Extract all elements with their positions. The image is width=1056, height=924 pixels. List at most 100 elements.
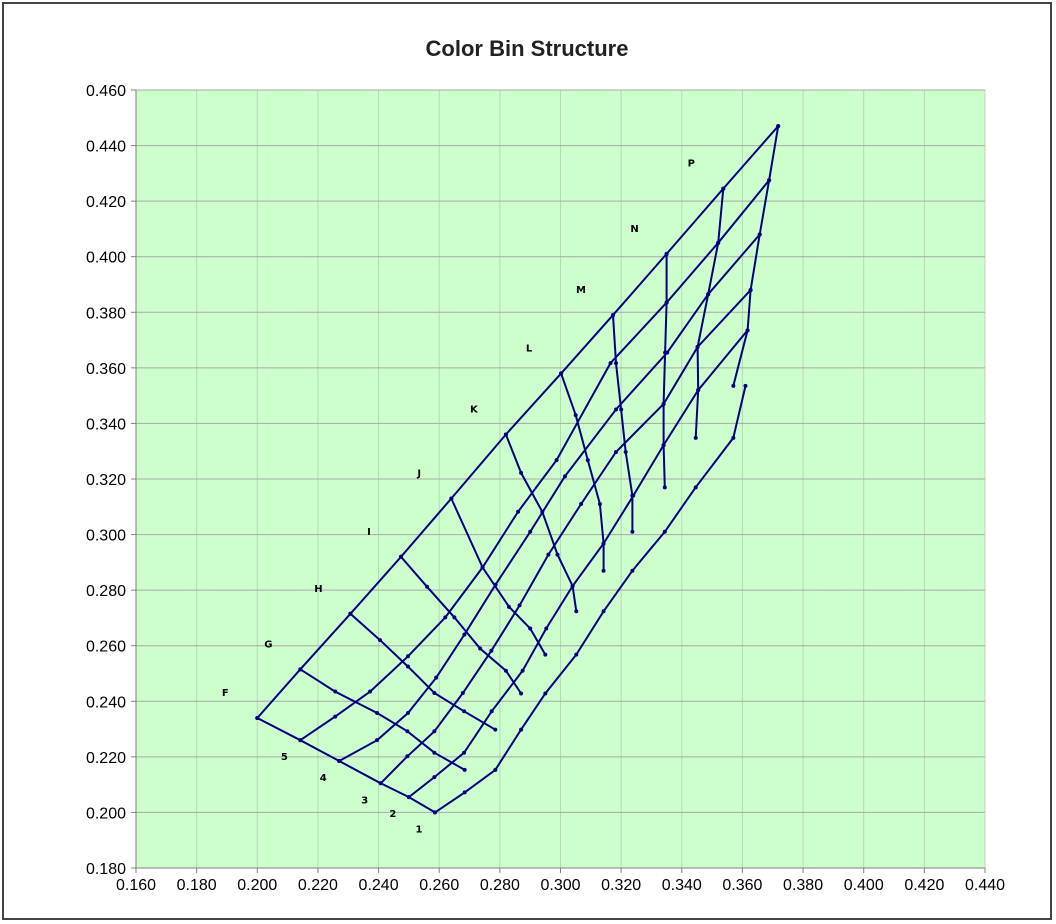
bin-vertex-point — [573, 413, 578, 418]
axes: 0.160 0.180 0.200 0.220 0.240 0.260 0.280 0.300… — [86, 83, 1005, 894]
bin-labels: F G H I J K L M N P 1 2 3 4 5 — [222, 159, 695, 836]
bin-vertex-point — [375, 710, 380, 715]
column-label-P: P — [688, 159, 695, 170]
bin-vertex-point — [378, 638, 383, 643]
bin-vertex-point — [601, 541, 606, 546]
bin-vertex-point — [610, 313, 615, 318]
bin-vertex-point — [664, 300, 669, 305]
chart-title: Color Bin Structure — [426, 36, 629, 61]
column-line-N — [662, 253, 668, 488]
bin-vertex-point — [462, 767, 467, 772]
y-tick-label: 0.300 — [86, 528, 126, 545]
bin-vertex-point — [503, 432, 508, 437]
bin-vertex-point — [337, 759, 342, 764]
bin-vertex-point — [519, 727, 524, 732]
bin-vertex-point — [663, 350, 668, 355]
y-tick-label: 0.400 — [86, 250, 126, 267]
bin-vertex-point — [664, 251, 669, 256]
bin-vertex-point — [520, 668, 525, 673]
x-tick-label: 0.160 — [116, 877, 156, 894]
bin-vertex-point — [432, 690, 437, 695]
bin-vertex-point — [425, 584, 430, 589]
bin-vertex-point — [298, 667, 303, 672]
bin-vertex-point — [462, 750, 467, 755]
bin-vertex-point — [630, 568, 635, 573]
bin-vertex-point — [462, 632, 467, 637]
column-line-P — [694, 188, 725, 438]
column-line-K — [504, 434, 578, 612]
bin-vertex-point — [480, 565, 485, 570]
bin-vertex-point — [706, 292, 711, 297]
bin-vertex-point — [662, 529, 667, 534]
row-label-5: 5 — [281, 752, 288, 763]
column-label-M: M — [576, 285, 586, 296]
row-label-4: 4 — [320, 773, 327, 784]
column-label-I: I — [367, 527, 371, 538]
bin-vertex-point — [543, 691, 548, 696]
column-label-G: G — [264, 639, 272, 650]
bin-vertex-point — [574, 652, 579, 657]
bin-vertex-point — [405, 729, 410, 734]
bin-vertex-point — [543, 652, 548, 657]
bin-vertex-point — [585, 458, 590, 463]
bin-vertex-point — [405, 654, 410, 659]
x-tick-label: 0.380 — [783, 877, 823, 894]
bin-vertex-point — [570, 583, 575, 588]
y-tick-label: 0.380 — [86, 305, 126, 322]
row-label-2: 2 — [389, 809, 396, 820]
bin-vertex-point — [348, 611, 353, 616]
x-tick-label: 0.200 — [237, 877, 277, 894]
bin-vertex-point — [661, 401, 666, 406]
bin-vertex-point — [743, 383, 748, 388]
bin-vertex-point — [554, 458, 559, 463]
bin-vertex-point — [630, 493, 635, 498]
bin-vertex-point — [555, 552, 560, 557]
y-tick-label: 0.460 — [86, 83, 126, 100]
x-tick-label: 0.220 — [298, 877, 338, 894]
bin-vertex-point — [623, 450, 628, 455]
bin-vertex-point — [662, 485, 667, 490]
bin-vertex-point — [767, 178, 772, 183]
column-line-G — [299, 668, 466, 771]
bin-vertex-point — [503, 668, 508, 673]
row-line-4 — [338, 233, 761, 762]
column-label-N: N — [630, 224, 638, 235]
bin-vertex-point — [517, 603, 522, 608]
y-tick-label: 0.260 — [86, 639, 126, 656]
column-line-L — [560, 373, 605, 571]
bin-vertex-point — [462, 709, 467, 714]
bin-vertex-point — [493, 767, 498, 772]
column-label-F: F — [222, 688, 229, 699]
y-tick-label: 0.360 — [86, 361, 126, 378]
bin-vertex-point — [731, 435, 736, 440]
bin-vertex-point — [613, 361, 618, 366]
bin-vertex-point — [478, 646, 483, 651]
bin-vertex-point — [368, 689, 373, 694]
row-label-1: 1 — [416, 824, 423, 835]
bin-vertex-point — [432, 750, 437, 755]
bin-vertex-point — [748, 288, 753, 293]
column-line-edge — [732, 125, 780, 387]
column-line-F — [256, 717, 436, 814]
bin-vertex-point — [528, 626, 533, 631]
bin-vertex-point — [619, 407, 624, 412]
bin-vertex-point — [540, 509, 545, 514]
bin-vertex-point — [601, 568, 606, 573]
x-tick-label: 0.180 — [177, 877, 217, 894]
bin-vertex-point — [695, 345, 700, 350]
bin-vertex-point — [693, 435, 698, 440]
y-tick-label: 0.440 — [86, 139, 126, 156]
bin-vertex-point — [452, 615, 457, 620]
y-tick-label: 0.420 — [86, 194, 126, 211]
bin-vertex-point — [546, 552, 551, 557]
bin-vertex-point — [608, 361, 613, 366]
bin-vertex-point — [776, 124, 781, 129]
bin-vertex-point — [516, 509, 521, 514]
bin-vertex-point — [489, 709, 494, 714]
bin-vertex-point — [519, 691, 524, 696]
y-tick-label: 0.240 — [86, 694, 126, 711]
x-tick-label: 0.320 — [601, 877, 641, 894]
y-tick-label: 0.220 — [86, 750, 126, 767]
bin-vertex-point — [716, 240, 721, 245]
bin-vertex-point — [757, 232, 762, 237]
